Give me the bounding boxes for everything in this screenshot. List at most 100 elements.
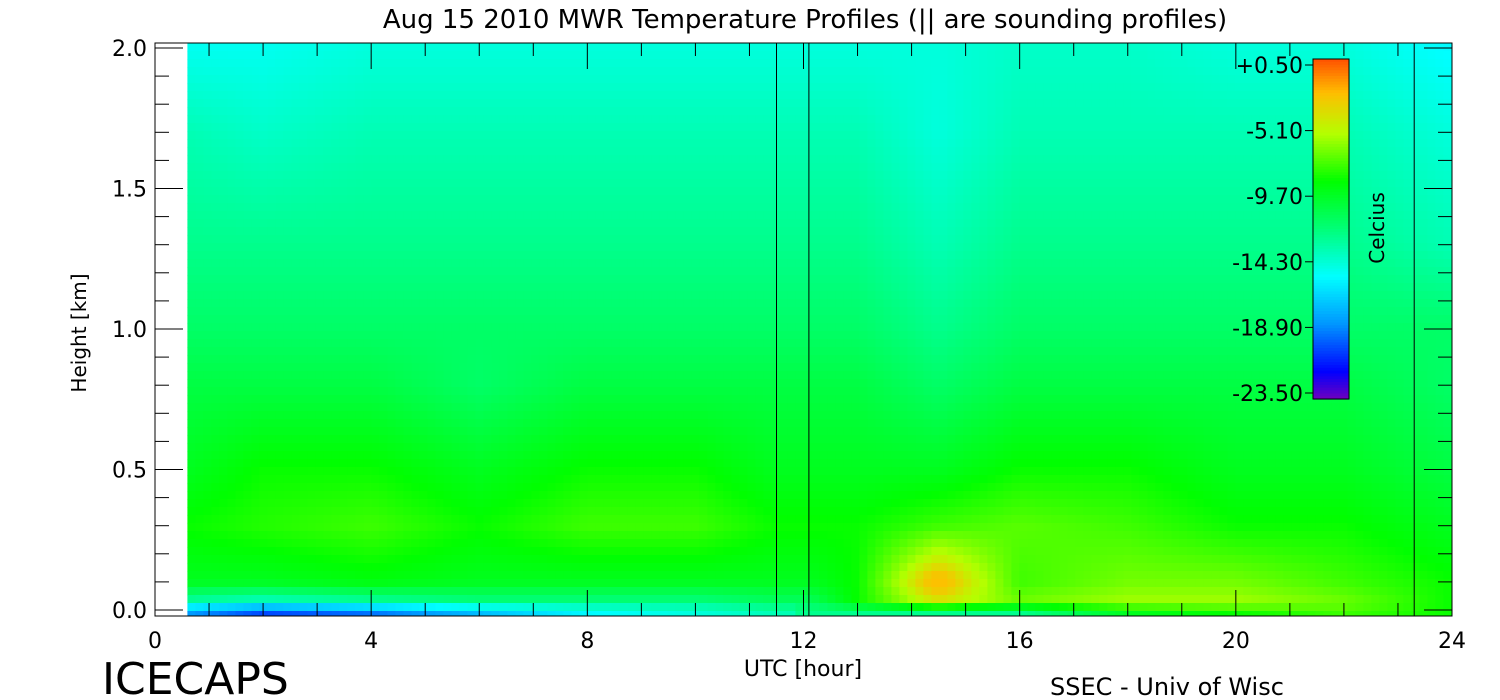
heatmap-cell xyxy=(939,171,948,180)
heatmap-cell xyxy=(243,211,252,220)
heatmap-cell xyxy=(347,83,356,92)
heatmap-cell xyxy=(491,211,500,220)
heatmap-cell xyxy=(243,195,252,204)
heatmap-cell xyxy=(355,251,364,260)
heatmap-cell xyxy=(547,203,556,212)
heatmap-cell xyxy=(1091,51,1100,60)
heatmap-cell xyxy=(435,187,444,196)
heatmap-cell xyxy=(435,123,444,132)
heatmap-cell xyxy=(851,235,860,244)
heatmap-cell xyxy=(1227,43,1236,52)
heatmap-cell xyxy=(755,195,764,204)
heatmap-cell xyxy=(1051,243,1060,252)
heatmap-cell xyxy=(603,91,612,100)
heatmap-cell xyxy=(1203,219,1212,228)
heatmap-cell xyxy=(1059,195,1068,204)
heatmap-cell xyxy=(763,283,772,292)
heatmap-cell xyxy=(1051,155,1060,164)
heatmap-cell xyxy=(403,99,412,108)
heatmap-cell xyxy=(243,51,252,60)
heatmap-cell xyxy=(1275,251,1284,260)
heatmap-cell xyxy=(1235,267,1244,276)
heatmap-cell xyxy=(491,283,500,292)
heatmap-cell xyxy=(1083,227,1092,236)
heatmap-cell xyxy=(971,139,980,148)
heatmap-cell xyxy=(1299,179,1308,188)
heatmap-cell xyxy=(1227,283,1236,292)
heatmap-cell xyxy=(395,163,404,172)
heatmap-cell xyxy=(1419,251,1428,260)
heatmap-cell xyxy=(635,75,644,84)
heatmap-cell xyxy=(1387,219,1396,228)
heatmap-cell xyxy=(579,227,588,236)
heatmap-cell xyxy=(659,259,668,268)
heatmap-cell xyxy=(1091,251,1100,260)
heatmap-cell xyxy=(891,115,900,124)
heatmap-cell xyxy=(1139,187,1148,196)
heatmap-cell xyxy=(627,227,636,236)
heatmap-cell xyxy=(291,147,300,156)
heatmap-cell xyxy=(435,83,444,92)
heatmap-cell xyxy=(827,243,836,252)
heatmap-cell xyxy=(1331,43,1340,52)
heatmap-cell xyxy=(531,227,540,236)
heatmap-cell xyxy=(547,243,556,252)
heatmap-cell xyxy=(331,131,340,140)
heatmap-cell xyxy=(875,275,884,284)
heatmap-cell xyxy=(683,211,692,220)
heatmap-cell xyxy=(691,99,700,108)
heatmap-cell xyxy=(963,243,972,252)
heatmap-cell xyxy=(563,115,572,124)
heatmap-cell xyxy=(1195,131,1204,140)
heatmap-cell xyxy=(259,123,268,132)
heatmap-cell xyxy=(331,187,340,196)
heatmap-cell xyxy=(1043,219,1052,228)
heatmap-cell xyxy=(1011,115,1020,124)
heatmap-cell xyxy=(1027,83,1036,92)
heatmap-cell xyxy=(1155,75,1164,84)
heatmap-cell xyxy=(435,91,444,100)
heatmap-cell xyxy=(347,171,356,180)
heatmap-cell xyxy=(1075,131,1084,140)
heatmap-cell xyxy=(659,283,668,292)
heatmap-cell xyxy=(315,251,324,260)
heatmap-cell xyxy=(1027,195,1036,204)
heatmap-cell xyxy=(1099,203,1108,212)
heatmap-cell xyxy=(379,259,388,268)
heatmap-cell xyxy=(587,283,596,292)
heatmap-cell xyxy=(363,115,372,124)
heatmap-cell xyxy=(1059,267,1068,276)
heatmap-cell xyxy=(1003,107,1012,116)
heatmap-cell xyxy=(331,179,340,188)
heatmap-cell xyxy=(699,131,708,140)
heatmap-cell xyxy=(675,195,684,204)
heatmap-cell xyxy=(1347,275,1356,284)
heatmap-cell xyxy=(451,91,460,100)
heatmap-cell xyxy=(963,203,972,212)
heatmap-cell xyxy=(963,187,972,196)
heatmap-cell xyxy=(1203,107,1212,116)
heatmap-cell xyxy=(1195,235,1204,244)
heatmap-cell xyxy=(1147,107,1156,116)
heatmap-cell xyxy=(1371,219,1380,228)
heatmap-cell xyxy=(755,219,764,228)
heatmap-cell xyxy=(1331,51,1340,60)
heatmap-cell xyxy=(211,235,220,244)
heatmap-cell xyxy=(771,99,780,108)
heatmap-cell xyxy=(715,179,724,188)
heatmap-cell xyxy=(1307,115,1316,124)
heatmap-cell xyxy=(955,267,964,276)
heatmap-cell xyxy=(211,283,220,292)
heatmap-cell xyxy=(803,99,812,108)
heatmap-cell xyxy=(595,131,604,140)
heatmap-cell xyxy=(1107,43,1116,52)
heatmap-cell xyxy=(1099,267,1108,276)
heatmap-cell xyxy=(939,99,948,108)
heatmap-cell xyxy=(563,59,572,68)
heatmap-cell xyxy=(1155,43,1164,52)
heatmap-cell xyxy=(1179,267,1188,276)
heatmap-cell xyxy=(395,171,404,180)
heatmap-cell xyxy=(643,155,652,164)
heatmap-cell xyxy=(611,187,620,196)
heatmap-cell xyxy=(1411,43,1420,52)
